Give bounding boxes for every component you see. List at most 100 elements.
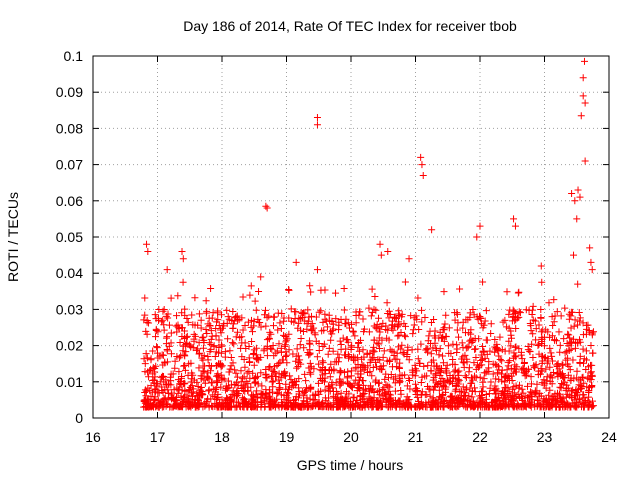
data-point <box>225 368 233 376</box>
data-point <box>387 370 395 378</box>
data-point <box>442 396 450 404</box>
data-point <box>192 403 200 411</box>
data-point <box>210 385 218 393</box>
data-point <box>565 347 573 355</box>
data-point <box>368 285 376 293</box>
data-point <box>162 312 170 320</box>
y-tick-label: 0.1 <box>64 48 84 64</box>
data-point <box>253 403 261 411</box>
data-point <box>222 394 230 402</box>
data-point <box>574 401 582 409</box>
data-point <box>480 375 488 383</box>
data-point <box>536 389 544 397</box>
data-point <box>370 336 378 344</box>
data-point <box>142 398 150 406</box>
data-point <box>227 362 235 370</box>
data-point <box>176 338 184 346</box>
data-point <box>205 339 213 347</box>
data-point <box>550 318 558 326</box>
data-point <box>569 356 577 364</box>
data-point <box>477 394 485 402</box>
data-point <box>588 382 596 390</box>
data-point <box>370 354 378 362</box>
data-point <box>345 402 353 410</box>
data-point <box>319 357 327 365</box>
data-point <box>451 387 459 395</box>
data-point <box>542 365 550 373</box>
data-point <box>296 341 304 349</box>
data-point <box>199 356 207 364</box>
data-point <box>417 399 425 407</box>
data-point <box>151 311 159 319</box>
data-point <box>564 330 572 338</box>
data-point <box>267 330 275 338</box>
data-point <box>250 317 258 325</box>
data-point <box>140 396 148 404</box>
data-point <box>476 373 484 381</box>
data-point <box>432 369 440 377</box>
data-point <box>386 346 394 354</box>
data-point <box>554 389 562 397</box>
data-point <box>318 400 326 408</box>
data-point <box>337 315 345 323</box>
data-point <box>519 364 527 372</box>
data-point <box>385 314 393 322</box>
data-point <box>245 359 253 367</box>
data-point <box>213 401 221 409</box>
data-point <box>241 322 249 330</box>
data-point <box>491 335 499 343</box>
data-point <box>453 326 461 334</box>
data-point <box>430 386 438 394</box>
data-point <box>286 383 294 391</box>
data-point <box>252 391 260 399</box>
data-point <box>531 400 539 408</box>
data-point <box>189 388 197 396</box>
data-point <box>145 373 153 381</box>
data-point <box>152 385 160 393</box>
data-point <box>147 356 155 364</box>
data-point <box>395 331 403 339</box>
data-point <box>418 388 426 396</box>
data-point <box>426 327 434 335</box>
data-point <box>153 343 161 351</box>
data-point <box>263 314 271 322</box>
data-point <box>479 347 487 355</box>
data-point <box>249 369 257 377</box>
data-point <box>342 351 350 359</box>
data-point <box>315 360 323 368</box>
data-point <box>252 344 260 352</box>
data-point <box>207 367 215 375</box>
data-point <box>461 329 469 337</box>
data-point <box>468 393 476 401</box>
data-point <box>285 314 293 322</box>
data-point <box>371 293 379 301</box>
data-point <box>455 367 463 375</box>
data-point <box>250 361 258 369</box>
data-point <box>425 332 433 340</box>
data-point <box>555 328 563 336</box>
data-point <box>347 372 355 380</box>
data-point <box>205 386 213 394</box>
data-point <box>173 394 181 402</box>
data-point <box>410 321 418 329</box>
data-point <box>329 327 337 335</box>
data-point <box>356 308 364 316</box>
data-point <box>355 376 363 384</box>
data-point <box>335 354 343 362</box>
data-point <box>482 307 490 315</box>
data-point <box>313 266 321 274</box>
data-point <box>574 186 582 194</box>
data-point <box>547 349 555 357</box>
data-point <box>284 388 292 396</box>
data-point <box>335 326 343 334</box>
data-point <box>217 341 225 349</box>
data-point <box>492 375 500 383</box>
data-point <box>324 350 332 358</box>
data-point <box>424 348 432 356</box>
data-point <box>185 386 193 394</box>
data-point <box>317 387 325 395</box>
x-tick-label: 24 <box>601 429 617 445</box>
data-point <box>529 353 537 361</box>
data-point <box>577 112 585 120</box>
